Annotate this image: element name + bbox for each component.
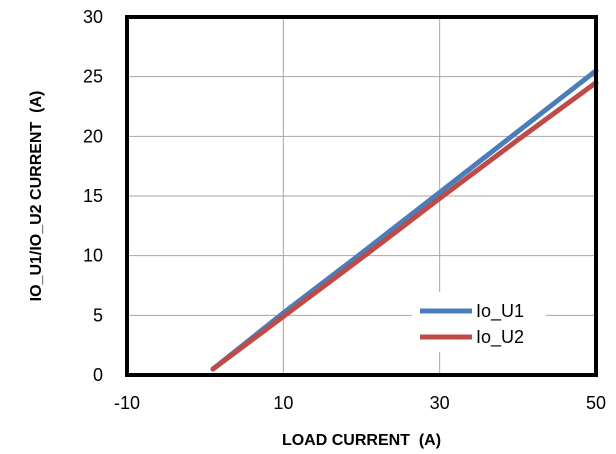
y-tick-label: 30 — [83, 7, 103, 27]
x-tick-label: 10 — [273, 393, 293, 413]
x-tick-label: -10 — [114, 393, 140, 413]
y-tick-label: 25 — [83, 67, 103, 87]
legend-label-io_u1: Io_U1 — [476, 301, 524, 322]
legend-label-io_u2: Io_U2 — [476, 327, 524, 348]
legend: Io_U1 Io_U2 — [412, 292, 546, 352]
legend-background — [412, 292, 546, 352]
series-lines — [210, 68, 599, 372]
tick-labels: -10 10 30 50 0 5 10 15 20 25 30 — [83, 7, 606, 413]
y-tick-label: 5 — [93, 305, 103, 325]
series-line-io_u2 — [210, 80, 599, 372]
y-tick-label: 20 — [83, 126, 103, 146]
x-axis-title: LOAD CURRENT (A) — [282, 432, 441, 449]
y-tick-label: 10 — [83, 246, 103, 266]
x-tick-label: 50 — [586, 393, 606, 413]
plot-area-border — [125, 15, 598, 377]
y-axis-title: IO_U1/IO_U2 CURRENT (A) — [28, 91, 45, 302]
x-tick-label: 30 — [430, 393, 450, 413]
y-tick-label: 0 — [93, 365, 103, 385]
y-tick-label: 15 — [83, 186, 103, 206]
